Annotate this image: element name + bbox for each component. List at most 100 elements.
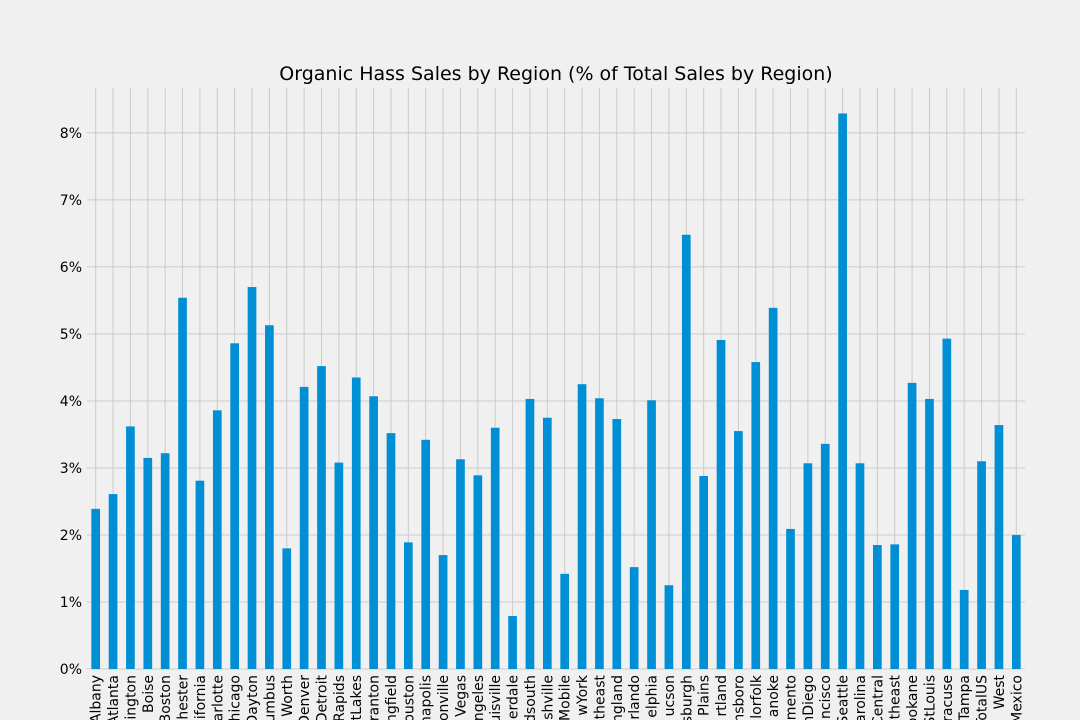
bar-California — [195, 480, 205, 669]
bar-Northeast — [595, 398, 604, 669]
bar-TotalUS — [977, 461, 986, 669]
bar-HartfordSpringfield — [386, 433, 396, 669]
x-tick-label: dsouth — [523, 675, 539, 720]
y-tick-label: 4% — [60, 394, 82, 410]
x-tick-label: rlando — [627, 675, 643, 720]
x-tick-label: Albany — [89, 675, 105, 720]
bar-StLouis — [925, 398, 934, 669]
x-tick-label: West — [992, 674, 1008, 709]
bar-Detroit — [317, 366, 326, 669]
x-tick-label: ucson — [662, 675, 678, 716]
x-tick-label: ranton — [367, 675, 383, 720]
bar-Spokane — [907, 382, 917, 669]
x-tick-label: hicago — [228, 675, 244, 720]
x-tick-label: tLakes — [349, 675, 365, 720]
y-tick-label: 1% — [60, 595, 82, 611]
bar-SouthCentral — [873, 545, 882, 669]
bar-Indianapolis — [421, 439, 431, 669]
x-tick-label: Tampa — [957, 675, 973, 720]
x-axis: Albany Atlanta ington Boise Boston hester ifor… — [89, 674, 1026, 720]
bar-Nashville — [542, 417, 552, 669]
bar-Charlotte — [212, 410, 222, 669]
bar-RaleighGreensboro — [734, 431, 743, 669]
x-tick-label: hester — [176, 675, 192, 720]
bar-Plains — [699, 476, 708, 669]
x-tick-label: Boise — [141, 675, 157, 713]
bar-Louisville — [490, 427, 500, 669]
bar-GreatLakes — [351, 377, 361, 669]
bar-SanFrancisco — [820, 443, 830, 669]
chart-title: Organic Hass Sales by Region (% of Total… — [279, 63, 832, 85]
bar-SanDiego — [803, 463, 813, 669]
x-tick-label: Atlanta — [106, 675, 122, 720]
x-tick-label: nsboro — [731, 675, 747, 720]
bar-HarrisburgScranton — [369, 396, 378, 669]
x-tick-label: ookane — [905, 675, 921, 720]
x-tick-label: rtland — [714, 675, 730, 716]
bar-Midsouth — [525, 398, 535, 669]
bar-Jacksonville — [438, 555, 448, 669]
bar-Sacramento — [786, 528, 795, 669]
x-tick-label: nDiego — [801, 675, 817, 720]
bar-PhoenixTucson — [664, 585, 674, 669]
bar-Columbus — [265, 325, 274, 669]
bar-Southeast — [890, 544, 900, 669]
x-tick-label: Denver — [297, 675, 313, 720]
grid-lines — [87, 88, 1025, 670]
x-tick-label: Detroit — [315, 674, 331, 720]
x-tick-label: shville — [540, 675, 556, 720]
x-tick-label: ifornia — [193, 675, 209, 719]
x-tick-label: Dayton — [245, 675, 261, 720]
x-tick-label: arolina — [853, 675, 869, 720]
x-tick-label: Central — [870, 675, 886, 720]
bar-Orlando — [629, 567, 639, 669]
y-tick-label: 6% — [60, 260, 82, 276]
x-tick-label: Vegas — [453, 675, 469, 717]
bar-DallasFtWorth — [282, 548, 292, 669]
bar-RichmondNorfolk — [751, 362, 761, 669]
y-tick-label: 5% — [60, 327, 82, 343]
x-tick-label: ncisco — [818, 675, 834, 719]
x-tick-label: Boston — [158, 675, 174, 720]
bar-Albany — [91, 508, 101, 669]
bar-Boston — [160, 453, 170, 669]
y-tick-label: 2% — [60, 528, 82, 544]
x-tick-label: racuse — [940, 675, 956, 720]
bar-NewOrleansMobile — [560, 573, 570, 669]
bar-BuffaloRochester — [178, 297, 187, 669]
x-tick-label: ngfield — [384, 675, 400, 720]
x-tick-label: theast — [888, 674, 904, 719]
x-tick-label: arlotte — [210, 675, 226, 720]
x-tick-label: ngeles — [471, 675, 487, 720]
x-tick-label: napolis — [419, 675, 435, 720]
x-tick-label: lorfolk — [749, 674, 765, 719]
x-tick-label: TotalUS — [975, 675, 991, 720]
bar-Seattle — [838, 113, 847, 669]
x-tick-label: ngland — [610, 675, 626, 720]
x-tick-label: mento — [784, 675, 800, 720]
bar-Denver — [299, 386, 309, 669]
bar-NorthernNewEngland — [612, 419, 622, 669]
x-tick-label: Rapids — [332, 675, 348, 720]
bar-Pittsburgh — [681, 234, 691, 669]
bar-MiamiFtLauderdale — [508, 616, 517, 669]
x-tick-label: anoke — [766, 675, 782, 717]
x-tick-label: Mobile — [558, 675, 574, 720]
bar-CincinnatiDayton — [247, 287, 257, 669]
bar-Philadelphia — [647, 400, 656, 669]
x-tick-label: Seattle — [836, 675, 852, 720]
x-tick-label: wYork — [575, 674, 591, 715]
y-axis: 0% 1% 2% 3% 4% 5% 6% 7% 8% — [60, 126, 82, 678]
bar-SouthCarolina — [855, 463, 865, 669]
x-tick-label: theast — [592, 674, 608, 719]
x-tick-label: ouston — [401, 675, 417, 720]
x-tick-label: umbus — [262, 675, 278, 720]
x-tick-label: Mexico — [1009, 675, 1025, 720]
bar-BaltimoreWashington — [126, 426, 135, 669]
x-tick-label: uisville — [488, 675, 504, 720]
x-tick-label: StLouis — [922, 675, 938, 720]
bar-NewYork — [577, 384, 587, 669]
bar-Roanoke — [768, 307, 778, 669]
bars — [91, 113, 1021, 669]
